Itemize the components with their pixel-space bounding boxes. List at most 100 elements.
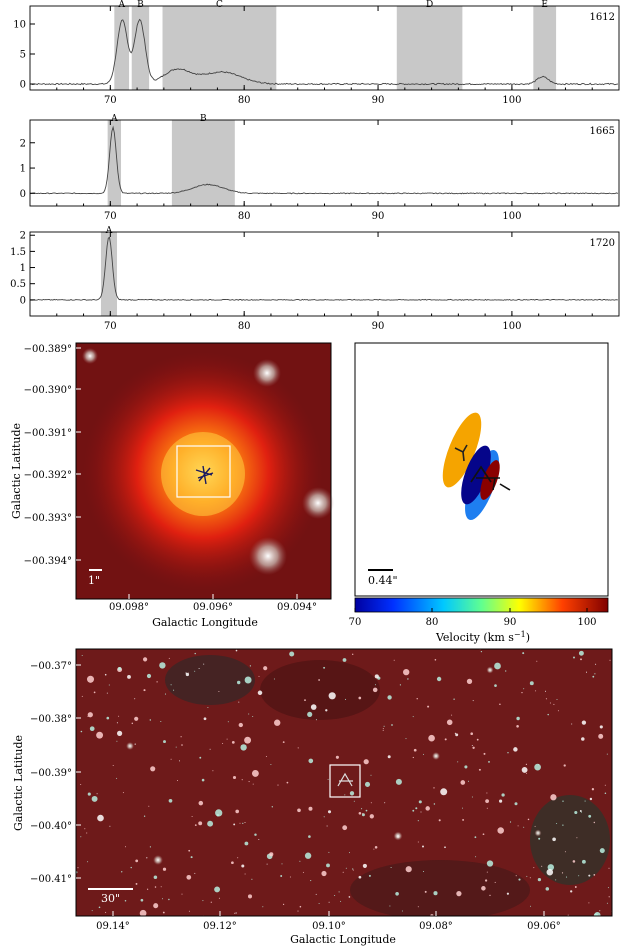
dark-cloud xyxy=(165,655,255,705)
y-tick-label: 0 xyxy=(20,189,26,200)
x-tick-label: 80 xyxy=(238,211,251,222)
star xyxy=(501,793,505,797)
star xyxy=(198,800,204,806)
star xyxy=(486,792,488,794)
star xyxy=(417,841,419,843)
star xyxy=(308,806,313,811)
star xyxy=(471,796,473,798)
x-axis-title: Galactic Longitude xyxy=(152,616,258,629)
spectrum-panel-1612: A B C D E 70 80 90 100 0 5 10 1612 xyxy=(13,0,620,106)
star xyxy=(462,818,465,821)
star xyxy=(483,752,486,755)
bright-star xyxy=(126,742,134,750)
star xyxy=(168,657,170,659)
star xyxy=(251,878,253,880)
star xyxy=(344,698,347,700)
x-tick-label: 09.098° xyxy=(109,602,149,613)
star xyxy=(302,487,334,519)
star xyxy=(403,668,410,676)
star xyxy=(194,670,196,672)
star xyxy=(516,716,520,721)
star xyxy=(433,803,436,805)
star xyxy=(289,651,295,657)
star xyxy=(270,764,272,765)
star xyxy=(143,815,146,817)
star xyxy=(523,826,525,828)
band-label: D xyxy=(426,0,433,10)
star xyxy=(248,781,250,783)
star xyxy=(545,698,547,700)
star xyxy=(340,900,342,902)
star xyxy=(86,675,95,683)
star xyxy=(574,810,578,815)
star xyxy=(235,912,237,914)
star xyxy=(464,765,468,769)
star xyxy=(486,860,494,867)
star xyxy=(507,752,509,754)
star xyxy=(233,823,236,826)
star xyxy=(139,909,147,916)
star xyxy=(545,887,550,891)
bright-star xyxy=(534,829,542,837)
star xyxy=(96,793,98,795)
star xyxy=(472,746,475,749)
star xyxy=(536,660,538,662)
scale-bar-label: 30" xyxy=(101,892,120,905)
band-label: B xyxy=(200,114,207,124)
star xyxy=(523,688,525,690)
star xyxy=(238,722,243,728)
star xyxy=(297,747,299,749)
star xyxy=(188,849,191,852)
star xyxy=(124,900,127,902)
y-axis-title: Galactic Latitude xyxy=(12,735,25,831)
star xyxy=(263,666,268,671)
star xyxy=(177,780,178,781)
star xyxy=(438,819,441,822)
x-tick-label: 100 xyxy=(502,211,521,222)
star xyxy=(106,692,108,694)
star xyxy=(175,746,177,748)
y-tick-label: −00.390° xyxy=(24,385,72,396)
star xyxy=(325,709,328,712)
star xyxy=(150,766,156,772)
star xyxy=(467,780,470,782)
star xyxy=(418,800,422,804)
spectrum-line xyxy=(29,18,618,86)
star xyxy=(571,723,573,725)
band-label: A xyxy=(110,114,118,124)
star xyxy=(595,663,597,665)
star xyxy=(98,906,101,909)
dark-cloud xyxy=(350,860,530,916)
star xyxy=(588,902,590,904)
star xyxy=(93,691,96,694)
y-tick-label: −00.389° xyxy=(24,344,72,355)
star xyxy=(533,867,535,869)
star xyxy=(249,537,287,575)
star xyxy=(236,680,241,685)
y-tick-label: 1 xyxy=(20,164,26,175)
star xyxy=(345,867,347,869)
star xyxy=(446,719,453,726)
y-tick-label: −00.393° xyxy=(24,513,72,524)
star xyxy=(168,798,173,803)
star xyxy=(185,672,190,677)
star xyxy=(262,906,264,908)
y-tick-label: 0 xyxy=(20,80,26,91)
x-tick-label: 70 xyxy=(104,95,117,106)
star xyxy=(299,860,301,862)
star xyxy=(156,681,158,683)
star xyxy=(423,753,424,755)
star xyxy=(190,856,193,859)
star xyxy=(580,811,583,813)
star xyxy=(161,898,164,900)
star xyxy=(286,781,289,784)
star xyxy=(527,818,530,821)
star xyxy=(241,779,243,781)
velocity-band xyxy=(533,6,557,90)
star xyxy=(478,768,481,771)
star xyxy=(412,716,414,718)
star xyxy=(534,763,541,771)
star xyxy=(198,821,203,826)
star xyxy=(608,867,610,869)
infrared-core xyxy=(161,432,245,516)
